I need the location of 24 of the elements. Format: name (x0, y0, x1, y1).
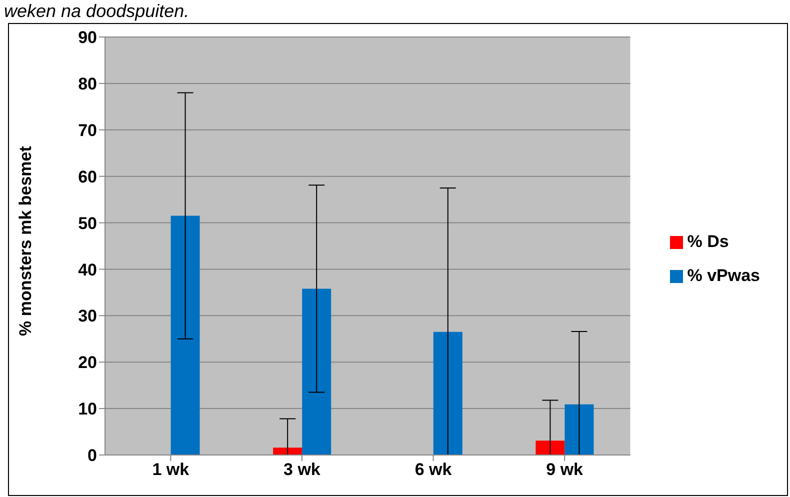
bar (302, 288, 332, 455)
y-tick-label: 70 (78, 120, 97, 140)
y-axis-title: % monsters mk besmet (16, 146, 36, 336)
y-tick-label: 50 (78, 214, 97, 233)
chart-title: weken na doodspuiten. (4, 0, 190, 22)
x-tick-label: 6 wk (414, 460, 452, 480)
x-tick-label: 3 wk (284, 460, 321, 480)
y-tick-label: 30 (78, 306, 97, 326)
bar (433, 332, 462, 455)
legend-label: % vPwas (687, 266, 760, 285)
x-tick-label: 9 wk (546, 460, 584, 480)
y-tick-label: 10 (78, 400, 97, 419)
bar (536, 440, 565, 455)
y-tick-label: 0 (88, 446, 97, 466)
y-tick-label: 20 (78, 353, 97, 372)
y-tick-label: 40 (78, 260, 97, 280)
legend-label: % Ds (687, 232, 729, 251)
y-tick-label: 60 (78, 167, 97, 186)
y-tick-label: 90 (78, 28, 97, 48)
bar (273, 448, 302, 455)
y-tick-label: 80 (78, 74, 97, 94)
bar (170, 216, 200, 455)
bar (564, 404, 594, 455)
x-tick-label: 1 wk (152, 460, 190, 480)
